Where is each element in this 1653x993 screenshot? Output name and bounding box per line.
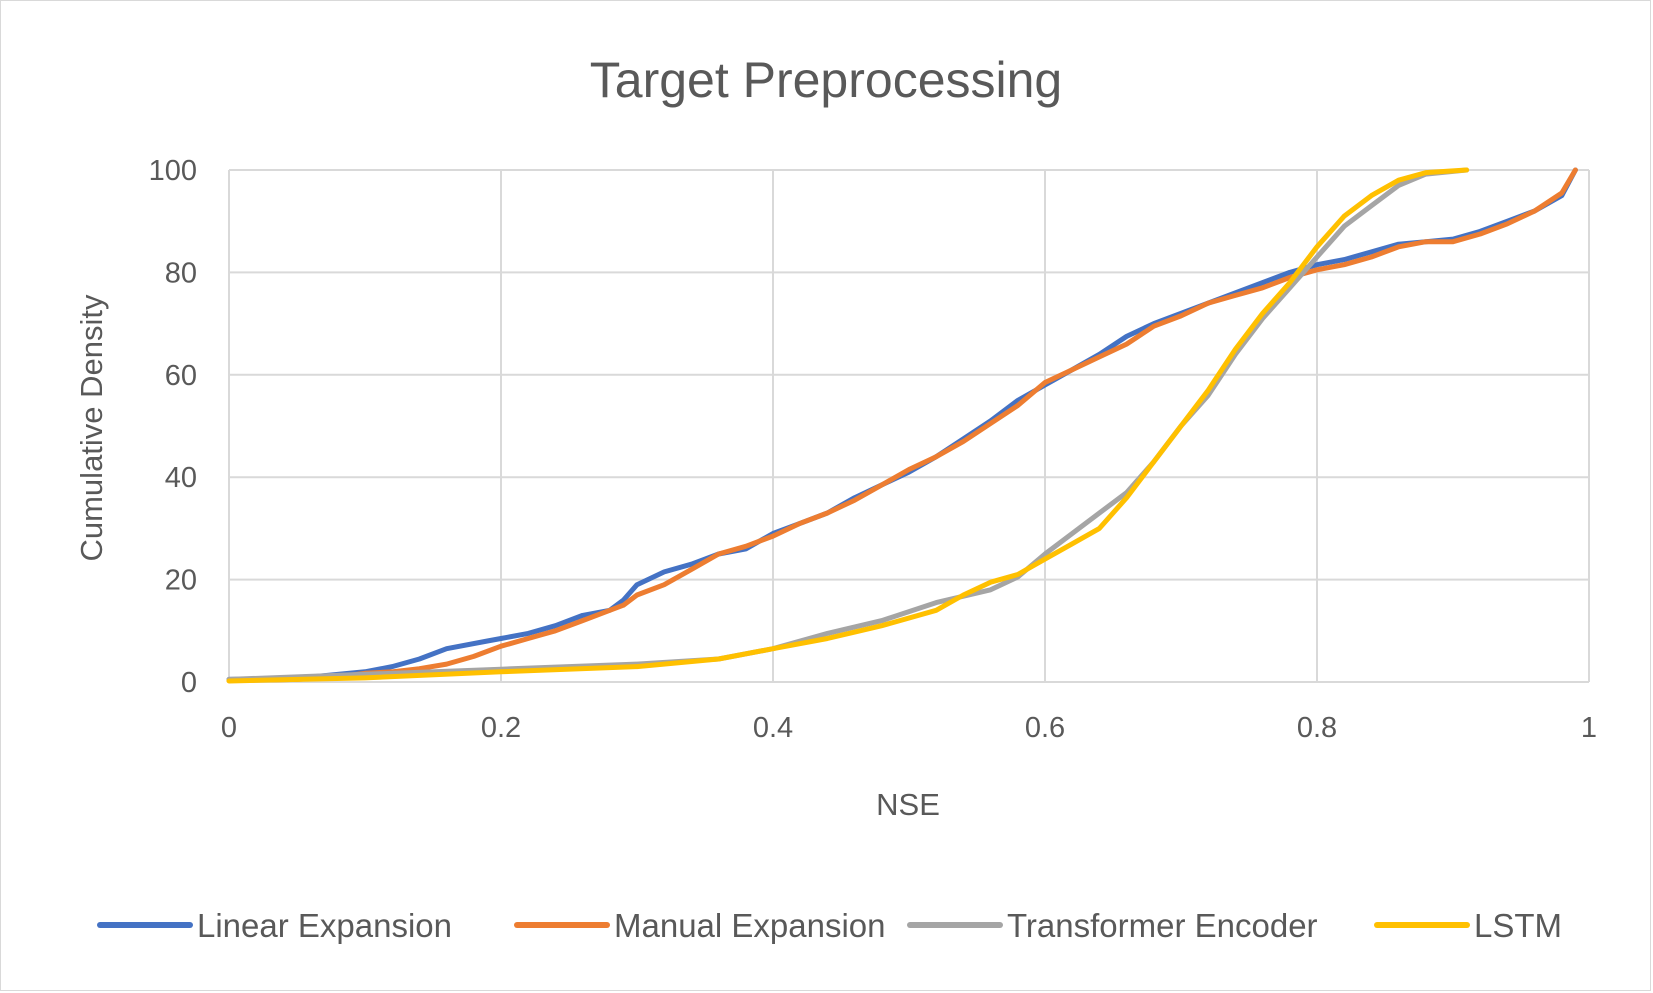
y-tick-label: 80 bbox=[165, 257, 197, 289]
y-tick-labels: 0 20 40 60 80 100 bbox=[149, 155, 197, 699]
series-line-manual-expansion bbox=[226, 167, 1578, 683]
legend: Linear Expansion Manual Expansion Transfor… bbox=[97, 907, 1562, 944]
legend-label: Transformer Encoder bbox=[1007, 907, 1318, 944]
x-tick-label: 0.8 bbox=[1297, 712, 1337, 744]
y-tick-label: 0 bbox=[181, 667, 197, 699]
series-lines bbox=[226, 167, 1578, 684]
x-tick-label: 0.6 bbox=[1025, 712, 1065, 744]
x-tick-label: 0.2 bbox=[481, 712, 521, 744]
legend-label: LSTM bbox=[1474, 907, 1562, 944]
x-axis-title: NSE bbox=[876, 787, 940, 822]
x-tick-label: 1 bbox=[1581, 712, 1597, 744]
x-tick-labels: 0 0.2 0.4 0.6 0.8 1 bbox=[221, 712, 1597, 744]
x-tick-label: 0.4 bbox=[753, 712, 793, 744]
y-tick-label: 20 bbox=[165, 565, 197, 597]
legend-label: Manual Expansion bbox=[614, 907, 886, 944]
y-tick-label: 40 bbox=[165, 462, 197, 494]
y-tick-label: 100 bbox=[149, 155, 197, 187]
series-line-transformer-encoder bbox=[226, 167, 1470, 682]
chart-title: Target Preprocessing bbox=[590, 52, 1062, 108]
x-tick-label: 0 bbox=[221, 712, 237, 744]
series-line-linear-expansion bbox=[226, 167, 1578, 682]
series-line-lstm bbox=[226, 167, 1470, 684]
y-axis-title: Cumulative Density bbox=[74, 294, 109, 562]
y-tick-label: 60 bbox=[165, 360, 197, 392]
legend-label: Linear Expansion bbox=[197, 907, 452, 944]
